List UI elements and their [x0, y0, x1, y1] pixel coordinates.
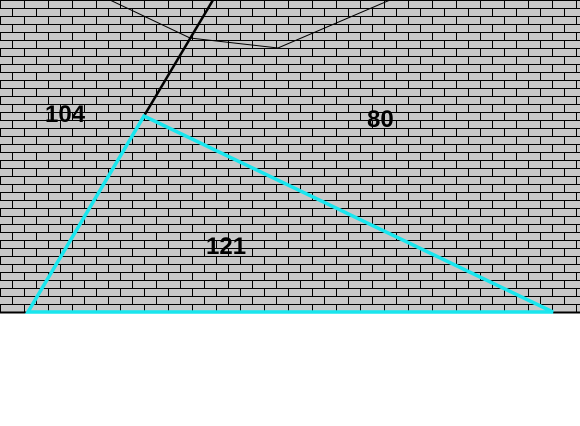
diagonal-line	[142, 0, 215, 117]
triangle-outline[interactable]	[24, 113, 554, 314]
label-area-right: 80	[367, 106, 394, 133]
empty-lower-area	[0, 313, 580, 426]
label-area-triangle: 121	[206, 233, 246, 260]
top-arc-line	[109, 0, 391, 49]
label-area-left: 104	[45, 101, 86, 128]
brick-wall-area	[0, 0, 580, 313]
